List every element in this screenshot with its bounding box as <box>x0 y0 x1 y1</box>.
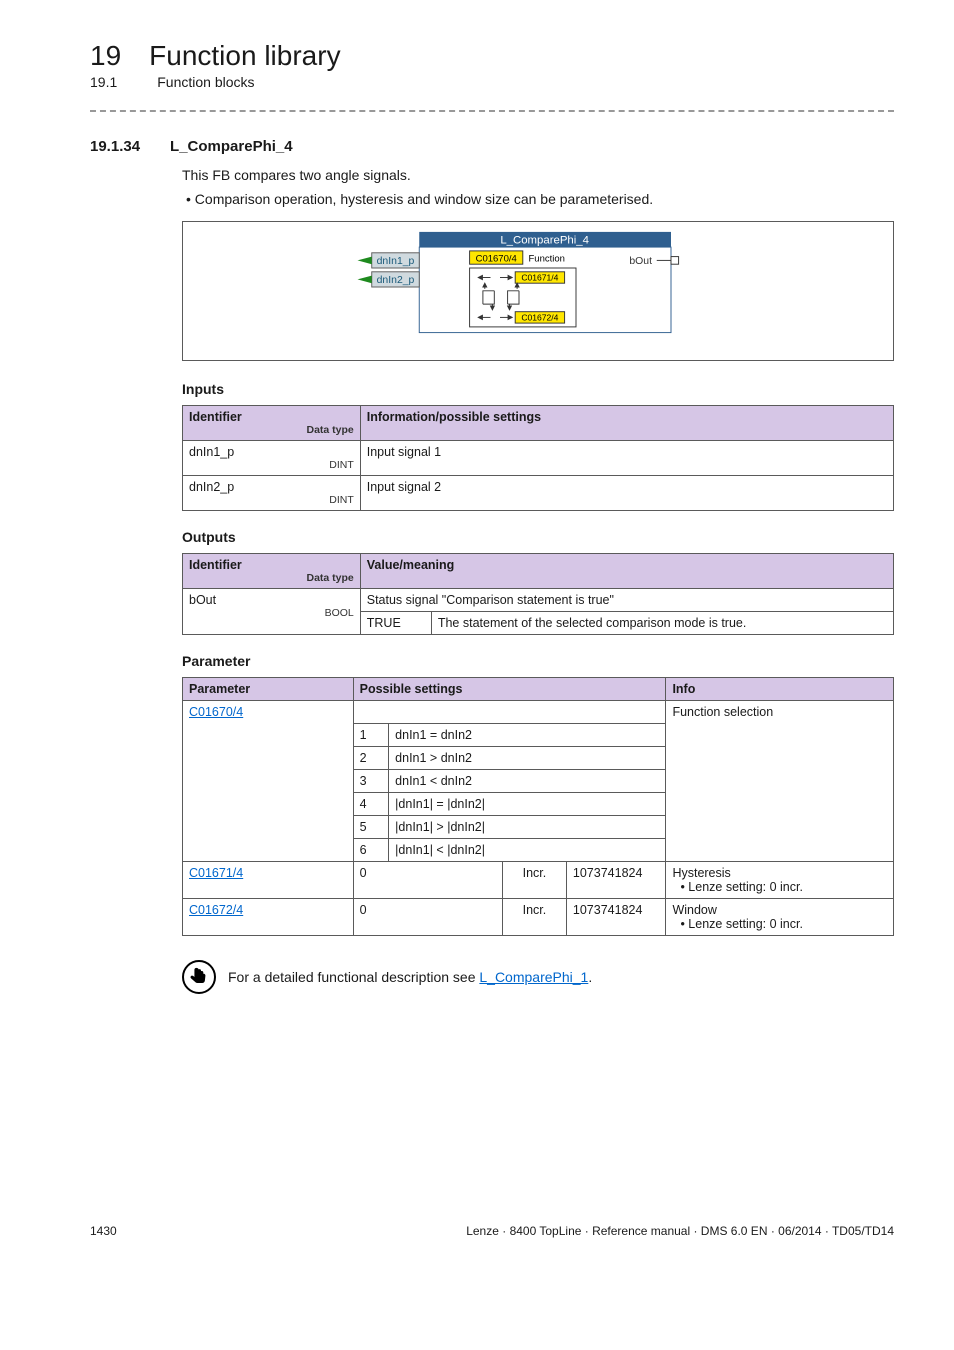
inputs-row0-dt: DINT <box>189 459 354 471</box>
inputs-table: Identifier Data type Information/possibl… <box>182 405 894 511</box>
subchapter-number: 19.1 <box>90 74 117 90</box>
note-link[interactable]: L_ComparePhi_1 <box>479 969 588 985</box>
diagram-func-code: C01670/4 <box>476 253 517 264</box>
outputs-row0-desc: Status signal "Comparison statement is t… <box>360 589 893 612</box>
outputs-row0-id: bOut <box>189 593 354 607</box>
inputs-col-info: Information/possible settings <box>360 406 893 441</box>
intro-line-1: This FB compares two angle signals. <box>182 167 894 183</box>
note-suffix: . <box>588 969 592 985</box>
param-c01670-info: Function selection <box>666 701 894 724</box>
param-opt3-n: 3 <box>353 769 389 792</box>
param-win-title: Window <box>672 903 887 917</box>
diagram-port-out: bOut <box>629 256 652 267</box>
inputs-row0-id: dnIn1_p <box>189 445 354 459</box>
subchapter-title: Function blocks <box>157 74 254 90</box>
param-opt1-t: dnIn1 = dnIn2 <box>389 723 666 746</box>
footer-doc-info: Lenze · 8400 TopLine · Reference manual … <box>466 1224 894 1238</box>
outputs-col-info: Value/meaning <box>360 554 893 589</box>
parameter-table: Parameter Possible settings Info C01670/… <box>182 677 894 936</box>
param-opt6-t: |dnIn1| < |dnIn2| <box>389 838 666 861</box>
param-opt3-t: dnIn1 < dnIn2 <box>389 769 666 792</box>
inputs-row1-dt: DINT <box>189 494 354 506</box>
separator-line <box>90 110 894 112</box>
param-opt4-n: 4 <box>353 792 389 815</box>
param-opt1-n: 1 <box>353 723 389 746</box>
param-win-min: 0 <box>353 898 502 935</box>
section-number: 19.1.34 <box>90 138 140 155</box>
inputs-row0-info: Input signal 1 <box>360 441 893 476</box>
param-opt4-t: |dnIn1| = |dnIn2| <box>389 792 666 815</box>
diagram-c01671: C01671/4 <box>521 272 558 282</box>
param-win-unit: Incr. <box>502 898 566 935</box>
section-title: L_ComparePhi_4 <box>170 138 293 155</box>
param-opt2-n: 2 <box>353 746 389 769</box>
outputs-row0-true-label: TRUE <box>360 612 431 635</box>
param-hyst-unit: Incr. <box>502 861 566 898</box>
param-c01671-link[interactable]: C01671/4 <box>189 866 243 880</box>
outputs-row0-true-text: The statement of the selected comparison… <box>431 612 893 635</box>
param-win-max: 1073741824 <box>566 898 666 935</box>
param-opt5-t: |dnIn1| > |dnIn2| <box>389 815 666 838</box>
outputs-col-identifier: Identifier <box>189 558 354 572</box>
param-hyst-bullet: Lenze setting: 0 incr. <box>688 880 803 894</box>
param-col-possible: Possible settings <box>353 678 666 701</box>
diagram-func-label: Function <box>529 253 565 264</box>
inputs-row1-info: Input signal 2 <box>360 476 893 511</box>
param-hyst-max: 1073741824 <box>566 861 666 898</box>
chapter-number: 19 <box>90 40 121 72</box>
chapter-title: Function library <box>149 40 340 72</box>
outputs-heading: Outputs <box>182 529 894 545</box>
diagram-port-in1: dnIn1_p <box>377 256 415 267</box>
block-diagram: L_ComparePhi_4 dnIn1_p dnIn2_p bOut C016… <box>182 221 894 361</box>
param-opt5-n: 5 <box>353 815 389 838</box>
param-c01672-link[interactable]: C01672/4 <box>189 903 243 917</box>
parameter-heading: Parameter <box>182 653 894 669</box>
inputs-heading: Inputs <box>182 381 894 397</box>
outputs-row0-dt: BOOL <box>189 607 354 619</box>
inputs-col-datatype: Data type <box>189 424 354 436</box>
note-text: For a detailed functional description se… <box>228 969 592 985</box>
footer-page-number: 1430 <box>90 1224 117 1238</box>
diagram-block-title: L_ComparePhi_4 <box>500 234 589 246</box>
note-prefix: For a detailed functional description se… <box>228 969 479 985</box>
param-win-bullet: Lenze setting: 0 incr. <box>688 917 803 931</box>
inputs-col-identifier: Identifier <box>189 410 354 424</box>
outputs-col-datatype: Data type <box>189 572 354 584</box>
param-c01670-link[interactable]: C01670/4 <box>189 705 243 719</box>
inputs-row1-id: dnIn2_p <box>189 480 354 494</box>
outputs-table: Identifier Data type Value/meaning bOut … <box>182 553 894 635</box>
hand-pointer-icon <box>182 960 216 994</box>
param-col-parameter: Parameter <box>183 678 354 701</box>
param-hyst-title: Hysteresis <box>672 866 887 880</box>
diagram-port-in2: dnIn2_p <box>377 275 415 286</box>
param-hyst-min: 0 <box>353 861 502 898</box>
param-col-info: Info <box>666 678 894 701</box>
diagram-c01672: C01672/4 <box>521 312 558 322</box>
param-opt2-t: dnIn1 > dnIn2 <box>389 746 666 769</box>
intro-bullet-1: Comparison operation, hysteresis and win… <box>196 191 894 207</box>
param-opt6-n: 6 <box>353 838 389 861</box>
